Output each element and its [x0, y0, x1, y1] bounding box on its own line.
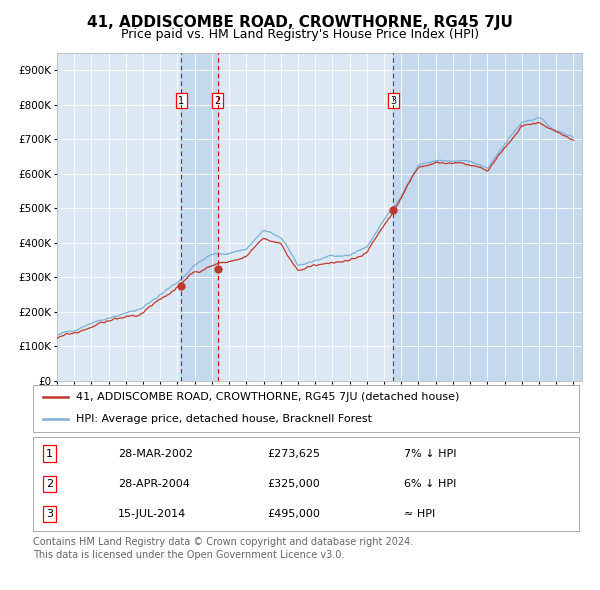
Text: 1: 1 — [46, 448, 53, 458]
Text: £325,000: £325,000 — [268, 479, 320, 489]
Bar — [394, 53, 582, 381]
Text: £495,000: £495,000 — [268, 509, 320, 519]
Text: 7% ↓ HPI: 7% ↓ HPI — [404, 448, 457, 458]
Text: This data is licensed under the Open Government Licence v3.0.: This data is licensed under the Open Gov… — [33, 550, 344, 560]
Text: 3: 3 — [46, 509, 53, 519]
Text: HPI: Average price, detached house, Bracknell Forest: HPI: Average price, detached house, Brac… — [76, 414, 371, 424]
Text: 2: 2 — [214, 96, 221, 106]
Text: 3: 3 — [390, 96, 397, 106]
Text: 28-APR-2004: 28-APR-2004 — [118, 479, 190, 489]
Text: ≈ HPI: ≈ HPI — [404, 509, 436, 519]
Text: 41, ADDISCOMBE ROAD, CROWTHORNE, RG45 7JU: 41, ADDISCOMBE ROAD, CROWTHORNE, RG45 7J… — [87, 15, 513, 30]
Text: 28-MAR-2002: 28-MAR-2002 — [118, 448, 193, 458]
Text: 41, ADDISCOMBE ROAD, CROWTHORNE, RG45 7JU (detached house): 41, ADDISCOMBE ROAD, CROWTHORNE, RG45 7J… — [76, 392, 459, 402]
Text: Contains HM Land Registry data © Crown copyright and database right 2024.: Contains HM Land Registry data © Crown c… — [33, 537, 413, 547]
Text: £273,625: £273,625 — [268, 448, 321, 458]
Text: 15-JUL-2014: 15-JUL-2014 — [118, 509, 186, 519]
Text: Price paid vs. HM Land Registry's House Price Index (HPI): Price paid vs. HM Land Registry's House … — [121, 28, 479, 41]
Text: 1: 1 — [178, 96, 185, 106]
Bar — [181, 53, 218, 381]
Text: 6% ↓ HPI: 6% ↓ HPI — [404, 479, 457, 489]
Text: 2: 2 — [46, 479, 53, 489]
